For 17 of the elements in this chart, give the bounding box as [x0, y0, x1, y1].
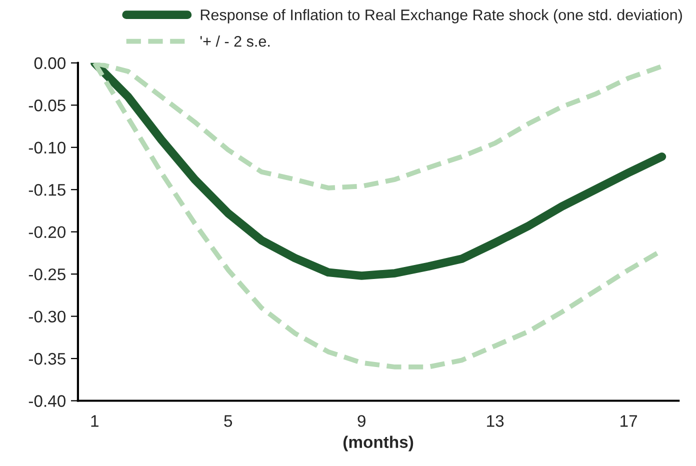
y-tick-label: -0.40 [28, 395, 66, 407]
y-tick-label: -0.20 [28, 226, 66, 238]
y-tick-label: -0.30 [28, 310, 66, 322]
legend-label: '+ / - 2 s.e. [200, 36, 270, 47]
y-tick-label: -0.15 [28, 184, 66, 196]
legend-label: Response of Inflation to Real Exchange Rate shock (one std. deviation) [200, 9, 682, 24]
y-tick-label: 0.00 [34, 57, 66, 70]
x-axis-title: (months) [343, 436, 414, 452]
x-tick-label: 17 [620, 415, 637, 427]
y-tick-label: -0.25 [28, 268, 66, 280]
x-tick-label: 13 [487, 415, 504, 427]
y-tick-label: -0.05 [28, 100, 66, 112]
x-tick-label: 1 [91, 415, 98, 427]
x-tick-label: 5 [224, 415, 232, 427]
y-tick-label: -0.35 [28, 352, 66, 365]
y-tick-label: -0.10 [28, 142, 66, 154]
x-tick-label: 9 [358, 415, 366, 427]
